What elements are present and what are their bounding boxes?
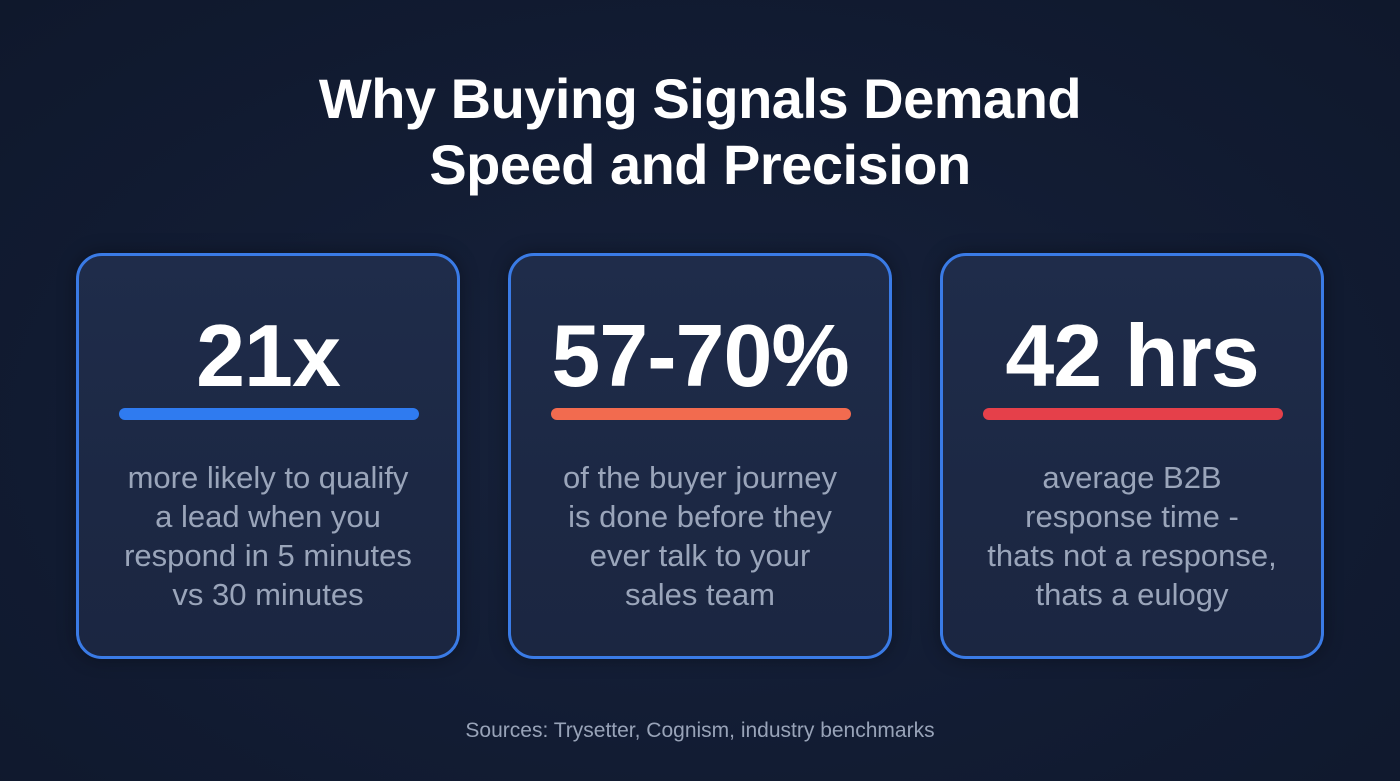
stat-cards: 21x more likely to qualify a lead when y…: [76, 253, 1324, 659]
accent-bar: [983, 408, 1283, 420]
stat-description: average B2B response time - thats not a …: [963, 458, 1301, 614]
stat-card-response-speed: 21x more likely to qualify a lead when y…: [76, 253, 460, 659]
accent-bar: [551, 408, 851, 420]
stat-value: 42 hrs: [1005, 306, 1259, 405]
description-line: a lead when you: [155, 499, 381, 534]
title-line-2: Speed and Precision: [429, 133, 971, 196]
description-line: is done before they: [568, 499, 832, 534]
description-line: respond in 5 minutes: [124, 538, 412, 573]
description-line: sales team: [625, 577, 775, 612]
stat-description: more likely to qualify a lead when you r…: [99, 458, 437, 614]
title-line-1: Why Buying Signals Demand: [318, 67, 1082, 130]
stat-value: 57-70%: [551, 306, 849, 405]
description-line: ever talk to your: [589, 538, 811, 573]
description-line: thats a eulogy: [1035, 577, 1229, 612]
accent-bar: [119, 408, 419, 420]
description-line: more likely to qualify: [127, 460, 409, 495]
stat-description: of the buyer journey is done before they…: [531, 458, 869, 614]
stat-value: 21x: [196, 306, 341, 405]
description-line: thats not a response,: [987, 538, 1277, 573]
sources-footnote: Sources: Trysetter, Cognism, industry be…: [465, 719, 935, 742]
stat-card-b2b-response-time: 42 hrs average B2B response time - thats…: [940, 253, 1324, 659]
description-line: response time -: [1025, 499, 1239, 534]
description-line: average B2B: [1042, 460, 1222, 495]
stat-card-buyer-journey: 57-70% of the buyer journey is done befo…: [508, 253, 892, 659]
description-line: vs 30 minutes: [172, 577, 364, 612]
page-title: Why Buying Signals Demand Speed and Prec…: [0, 66, 1400, 198]
description-line: of the buyer journey: [562, 460, 837, 495]
